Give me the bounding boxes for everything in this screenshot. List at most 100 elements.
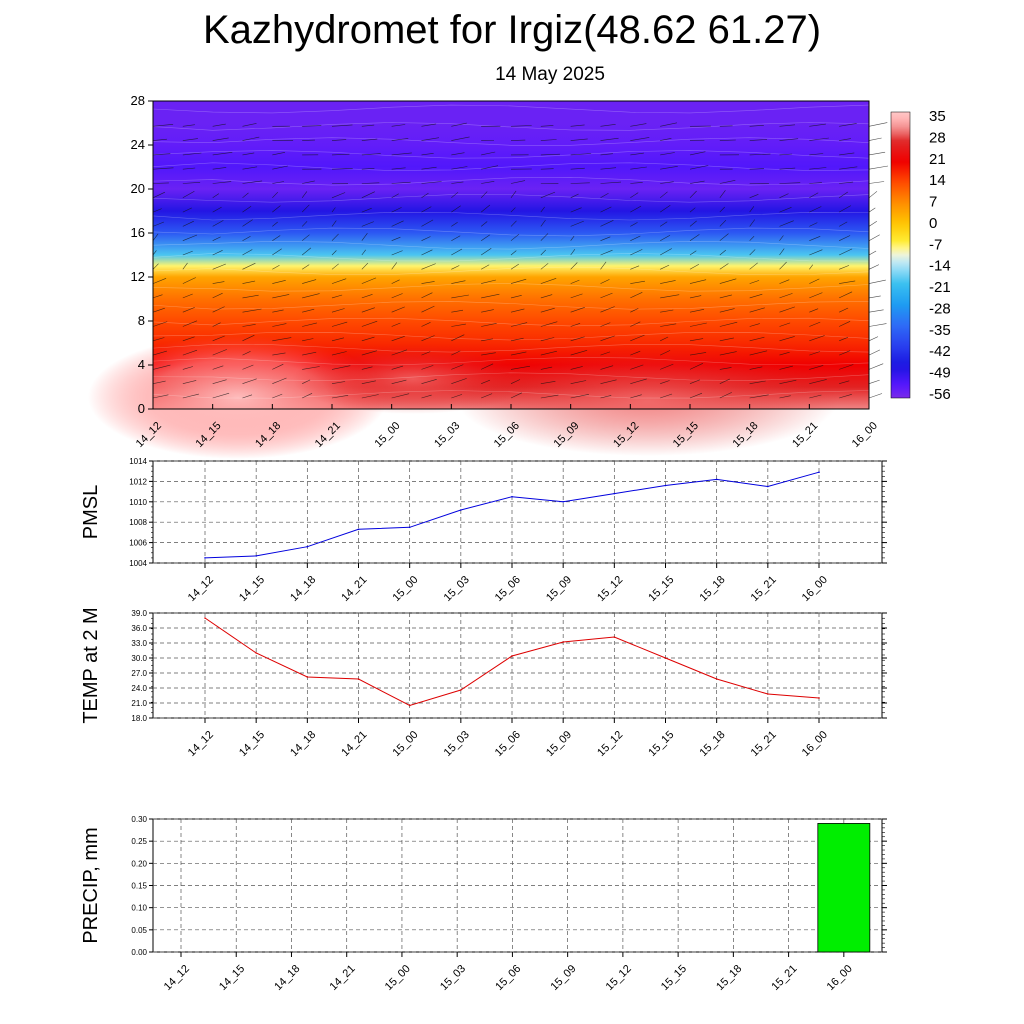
wind-barb (868, 250, 877, 256)
wind-barb (331, 337, 345, 342)
colorbar-label: 7 (929, 194, 937, 211)
x-tick-label: 15_00 (390, 574, 420, 604)
wind-barb (302, 379, 311, 384)
wind-barb (152, 337, 165, 342)
wind-barb (540, 125, 554, 127)
x-tick-label: 15_12 (595, 574, 625, 604)
wind-barb (660, 221, 668, 227)
x-tick-label: 14_18 (288, 574, 318, 604)
x-tick-label: 15_15 (659, 963, 689, 993)
wind-barb (630, 249, 643, 256)
wind-barb (152, 263, 159, 270)
wind-barb (421, 394, 432, 399)
y-tick-label: 0.00 (131, 948, 147, 957)
wind-barb (451, 248, 463, 256)
wind-barb (660, 393, 673, 399)
contour-line (152, 253, 870, 262)
wind-barb (630, 265, 640, 270)
y-tick-label: 0.15 (131, 882, 147, 891)
wind-barb (272, 377, 287, 384)
wind-barb (331, 308, 345, 313)
wind-barb (630, 334, 645, 342)
wind-barb (749, 219, 756, 227)
wind-barb (361, 124, 375, 127)
wind-barb (689, 220, 697, 227)
wind-barb (391, 306, 405, 313)
wind-barb (779, 153, 793, 156)
wind-barb (331, 381, 346, 384)
wind-barb (809, 206, 822, 213)
wind-barb (719, 294, 732, 299)
colorbar-label: -56 (929, 386, 951, 403)
y-tick-label: 39.0 (131, 609, 147, 618)
wind-barb (481, 379, 491, 384)
wind-barb (242, 334, 255, 342)
wind-barb (302, 308, 315, 313)
wind-barb (391, 124, 406, 127)
wind-barb (839, 307, 849, 313)
wind-barb (212, 349, 228, 356)
wind-barb (331, 139, 347, 141)
wind-barb (331, 153, 350, 156)
wind-barb (272, 337, 292, 342)
wind-barb (242, 166, 258, 170)
wind-barb (212, 365, 224, 370)
wind-barb (749, 206, 755, 213)
wind-barb (809, 264, 814, 270)
y-tick-label: 36.0 (131, 624, 147, 633)
x-tick-label: 15_00 (372, 420, 402, 450)
wind-barb (839, 364, 854, 370)
wind-barb (809, 394, 822, 399)
data-point (613, 636, 616, 638)
wind-barb (212, 123, 226, 127)
wind-barb (242, 206, 252, 213)
wind-barb (182, 250, 193, 256)
y-tick-label: 20 (131, 181, 145, 196)
wind-barb (451, 265, 460, 270)
wind-barb (242, 235, 251, 241)
wind-barb (301, 221, 308, 227)
wind-barb (868, 279, 886, 284)
wind-barb (242, 152, 255, 156)
wind-barb (212, 220, 224, 227)
wind-barb (660, 138, 672, 141)
wind-barb (749, 139, 768, 141)
colorbar-label: -7 (929, 236, 942, 253)
x-tick-label: 15_15 (646, 574, 676, 604)
wind-barb (839, 380, 850, 384)
wind-barb (152, 321, 168, 327)
wind-barb (242, 394, 253, 399)
wind-barb (481, 264, 490, 270)
y-tick-label: 8 (138, 313, 145, 328)
wind-barb (779, 279, 790, 284)
wind-barb (570, 249, 576, 256)
wind-barb (421, 351, 431, 356)
wind-barb (152, 250, 157, 256)
wind-barb (302, 279, 317, 284)
y-tick-label: 1004 (129, 559, 147, 568)
wind-barb (391, 262, 398, 270)
wind-barb (779, 322, 791, 327)
wind-barb (839, 394, 852, 399)
wind-barb (510, 308, 525, 313)
contour-line (152, 344, 870, 353)
wind-barb (779, 365, 793, 370)
wind-barb (630, 280, 645, 284)
wind-barb (630, 292, 643, 299)
wind-barb (451, 192, 459, 199)
wind-barb (331, 263, 339, 270)
wind-barb (182, 220, 194, 227)
wind-barb (570, 220, 584, 227)
x-tick-label: 14_18 (288, 729, 318, 759)
wind-barb (302, 180, 315, 184)
wind-barb (660, 350, 671, 356)
wind-barb (331, 220, 337, 227)
wind-barb (868, 207, 876, 213)
x-tick-label: 15_12 (595, 729, 625, 759)
x-tick-label: 15_03 (438, 963, 468, 993)
wind-barb (779, 306, 795, 313)
wind-barb (152, 153, 171, 156)
wind-barb (421, 236, 431, 241)
wind-barb (302, 293, 320, 299)
wind-barb (451, 181, 464, 184)
